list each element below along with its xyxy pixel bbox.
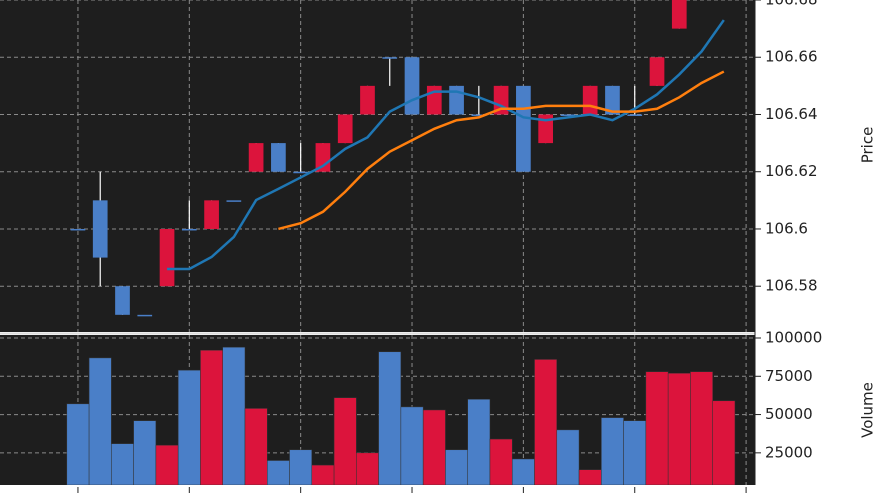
y-tick-label: 106.64	[765, 105, 818, 123]
volume-bar	[489, 438, 513, 485]
price-axis-label: Price	[859, 127, 877, 164]
volume-bar	[222, 346, 246, 485]
candle-body	[538, 114, 553, 144]
candle-body	[582, 85, 598, 115]
candle-body	[271, 143, 286, 172]
price-panel	[0, 0, 755, 332]
candle-body	[605, 85, 620, 115]
candle-body	[360, 85, 375, 115]
candle-body	[404, 57, 420, 115]
volume-bar	[645, 371, 669, 485]
candle-body	[449, 85, 464, 115]
volume-bar	[267, 460, 290, 485]
y-tick-label: 106.58	[765, 277, 818, 295]
moving-average-line	[278, 70, 725, 231]
volume-bar	[556, 429, 580, 485]
volume-bar	[356, 452, 379, 485]
volume-tick-label: 75000	[765, 367, 813, 385]
candle-body	[115, 286, 130, 315]
volume-bar	[534, 359, 558, 485]
candle-body	[204, 200, 219, 229]
candle-body	[471, 114, 487, 116]
volume-bar	[66, 403, 90, 485]
candle-body	[92, 200, 108, 258]
volume-bar	[667, 372, 691, 485]
candle-body	[627, 114, 643, 116]
volume-bar	[133, 420, 157, 485]
volume-bar	[333, 397, 357, 485]
volume-tick-label: 50000	[765, 405, 813, 423]
volume-bar	[289, 449, 313, 485]
y-tick-label: 106.68	[765, 0, 818, 9]
candle-body	[382, 57, 398, 59]
candle-body	[137, 314, 153, 317]
candle-body	[671, 0, 687, 29]
volume-bar	[712, 400, 736, 485]
candle-body	[159, 228, 175, 287]
volume-bar	[155, 444, 179, 485]
candle-body	[337, 114, 353, 144]
volume-bar	[445, 449, 468, 485]
volume-bar	[422, 409, 446, 485]
volume-bar	[311, 464, 335, 485]
candle-body	[70, 228, 86, 231]
candle-body	[560, 114, 576, 116]
volume-tick-label: 25000	[765, 443, 813, 461]
candle-body	[248, 143, 264, 172]
y-tick-label: 106.6	[765, 219, 808, 237]
volume-bar	[177, 369, 201, 485]
volume-bar	[690, 371, 713, 485]
candle-body	[516, 85, 531, 172]
volume-bar	[467, 399, 491, 485]
volume-bar	[111, 443, 134, 485]
y-tick-label: 106.66	[765, 48, 818, 66]
volume-bar	[400, 406, 424, 485]
volume-bar	[511, 458, 535, 485]
candle-body	[226, 200, 242, 202]
volume-tick-label: 100000	[765, 329, 822, 347]
volume-bar	[623, 420, 647, 485]
volume-bar	[200, 350, 223, 485]
volume-bar	[601, 417, 624, 485]
y-tick-label: 106.62	[765, 162, 818, 180]
candle-body	[293, 171, 309, 174]
volume-bar	[378, 351, 402, 485]
candle-body	[426, 85, 442, 115]
volume-bar	[88, 357, 112, 485]
candle-body	[649, 57, 665, 86]
candle-body	[181, 228, 197, 231]
volume-axis-label: Volume	[859, 382, 877, 438]
volume-bar	[578, 469, 602, 485]
volume-bar	[244, 408, 268, 485]
